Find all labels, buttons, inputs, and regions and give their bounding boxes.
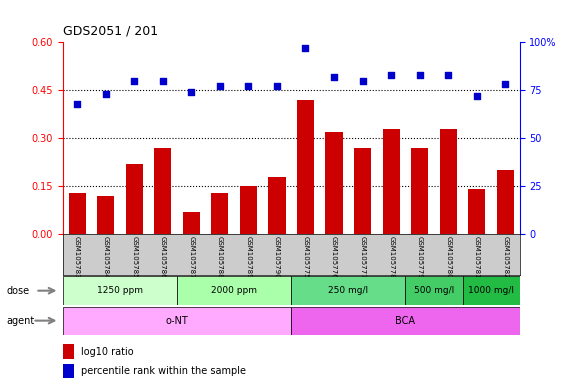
Bar xyxy=(354,148,371,234)
Text: GSM105776: GSM105776 xyxy=(331,236,337,279)
Text: GSM105784: GSM105784 xyxy=(103,236,108,279)
FancyBboxPatch shape xyxy=(463,276,520,305)
Text: agent: agent xyxy=(7,316,35,326)
Text: GSM105785: GSM105785 xyxy=(131,236,137,279)
Point xyxy=(187,89,196,95)
FancyBboxPatch shape xyxy=(63,276,177,305)
Text: GSM105782: GSM105782 xyxy=(502,236,508,279)
Bar xyxy=(383,129,400,234)
Point xyxy=(130,78,139,84)
FancyBboxPatch shape xyxy=(291,276,405,305)
Bar xyxy=(69,193,86,234)
Bar xyxy=(411,148,428,234)
Point xyxy=(301,45,310,51)
Bar xyxy=(325,132,343,234)
Bar xyxy=(268,177,286,234)
Point xyxy=(272,83,282,89)
Text: 1000 mg/l: 1000 mg/l xyxy=(468,286,514,295)
Text: BCA: BCA xyxy=(395,316,416,326)
Bar xyxy=(63,364,74,378)
Bar xyxy=(126,164,143,234)
FancyBboxPatch shape xyxy=(177,276,291,305)
Bar xyxy=(240,186,257,234)
Text: GSM105787: GSM105787 xyxy=(188,236,194,279)
Point xyxy=(215,83,224,89)
Text: GSM105775: GSM105775 xyxy=(303,236,308,279)
Text: GSM105777: GSM105777 xyxy=(360,236,365,279)
FancyBboxPatch shape xyxy=(63,307,291,335)
Text: 2000 ppm: 2000 ppm xyxy=(211,286,257,295)
Point xyxy=(158,78,167,84)
Text: GSM105789: GSM105789 xyxy=(246,236,251,279)
Bar xyxy=(440,129,457,234)
Text: GSM105781: GSM105781 xyxy=(474,236,480,279)
Bar xyxy=(154,148,171,234)
Bar xyxy=(468,189,485,234)
Bar xyxy=(97,196,114,234)
Text: o-NT: o-NT xyxy=(166,316,188,326)
Point xyxy=(501,81,510,88)
Point xyxy=(73,101,82,107)
Text: log10 ratio: log10 ratio xyxy=(81,347,134,357)
Text: GSM105786: GSM105786 xyxy=(160,236,166,279)
Text: 250 mg/l: 250 mg/l xyxy=(328,286,368,295)
Bar xyxy=(297,100,314,234)
FancyBboxPatch shape xyxy=(291,307,520,335)
Text: GDS2051 / 201: GDS2051 / 201 xyxy=(63,25,158,38)
Point xyxy=(244,83,253,89)
Point xyxy=(387,72,396,78)
Bar xyxy=(63,344,74,359)
Point xyxy=(101,91,110,97)
Text: GSM105778: GSM105778 xyxy=(388,236,394,279)
Point xyxy=(472,93,481,99)
Bar xyxy=(497,170,514,234)
Text: GSM105790: GSM105790 xyxy=(274,236,280,279)
Text: 1250 ppm: 1250 ppm xyxy=(97,286,143,295)
Text: GSM105783: GSM105783 xyxy=(74,236,80,279)
Point xyxy=(444,72,453,78)
Text: dose: dose xyxy=(7,286,30,296)
Text: GSM105780: GSM105780 xyxy=(445,236,451,279)
Point xyxy=(358,78,367,84)
Text: GSM105788: GSM105788 xyxy=(217,236,223,279)
Bar xyxy=(183,212,200,234)
Point xyxy=(415,72,424,78)
Text: percentile rank within the sample: percentile rank within the sample xyxy=(81,366,246,376)
Text: GSM105779: GSM105779 xyxy=(417,236,423,279)
Bar xyxy=(211,193,228,234)
Text: 500 mg/l: 500 mg/l xyxy=(414,286,454,295)
FancyBboxPatch shape xyxy=(405,276,463,305)
Point xyxy=(329,74,339,80)
